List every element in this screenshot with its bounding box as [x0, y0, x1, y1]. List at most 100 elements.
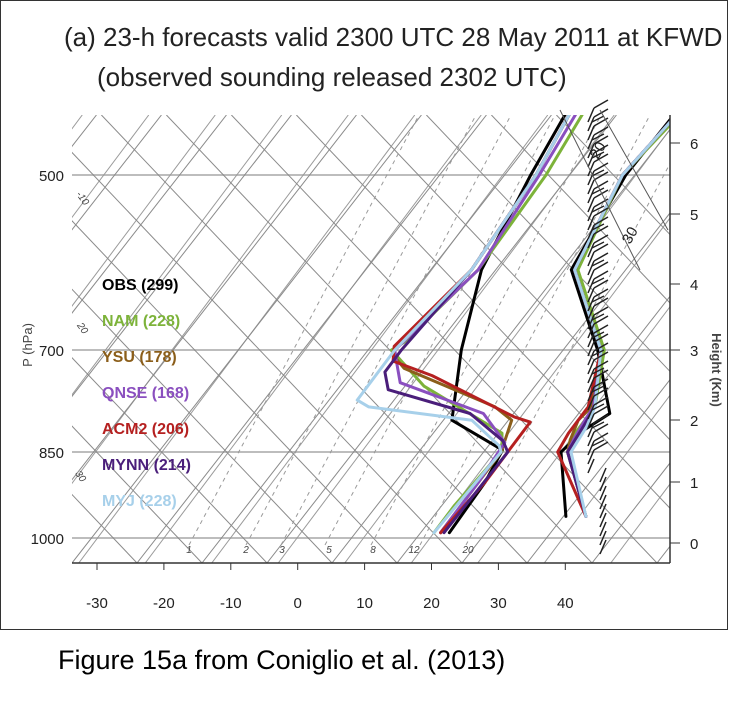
wind-barb-flag — [591, 349, 605, 357]
wind-barb-shaft — [599, 503, 607, 519]
wind-barb — [599, 503, 607, 519]
mixing-ratio-line — [280, 115, 512, 546]
dry-adiabat-label: 30 — [72, 469, 88, 485]
wind-barb-shaft — [587, 143, 595, 159]
wind-barb-flag — [593, 108, 609, 118]
wind-scale-label: 20 — [587, 139, 610, 162]
series-myj-temperature-line — [355, 115, 571, 535]
wind-barb-shaft — [587, 197, 595, 213]
wind-barb — [587, 432, 609, 456]
wind-barb — [587, 135, 609, 159]
wind-barb — [587, 189, 609, 213]
wind-barb — [587, 243, 609, 267]
height-tick-label: 1 — [690, 475, 698, 492]
wind-barb-shaft — [599, 530, 607, 546]
wind-barb-shaft — [599, 539, 607, 555]
wind-barb-shaft — [587, 422, 595, 438]
wind-barb-flag — [591, 439, 605, 447]
isotherm-line — [72, 115, 283, 396]
isotherm-line — [72, 115, 150, 219]
pressure-tick-label: 850 — [39, 445, 64, 462]
wind-barb-shaft — [587, 224, 595, 240]
wind-barb — [599, 485, 607, 501]
wind-barb-shaft — [587, 296, 595, 312]
wind-barb-flag — [593, 279, 609, 289]
wind-barb-flag — [593, 153, 609, 163]
moist-adiabat-line — [72, 115, 162, 231]
wind-barb-flag — [593, 189, 609, 199]
wind-barb — [587, 153, 609, 177]
wind-barb — [599, 521, 607, 537]
wind-barb-shaft — [587, 269, 595, 285]
wind-barb-flag — [591, 115, 605, 123]
dry-adiabat-label: -10 — [73, 189, 91, 208]
mixing-ratio-line — [465, 162, 670, 546]
wind-scale-line — [559, 109, 641, 271]
wind-barb-shaft — [587, 359, 595, 375]
pressure-tick-label: 500 — [39, 168, 64, 185]
wind-barb-flag — [593, 342, 609, 352]
wind-barb-shaft — [587, 449, 595, 465]
wind-barb — [599, 530, 607, 546]
legend-series-count: (228) — [139, 493, 176, 510]
wind-barb-flag — [593, 207, 609, 217]
legend-entry-myj: MYJ (228) — [102, 493, 177, 510]
wind-barb — [599, 512, 607, 528]
wind-barb — [587, 252, 609, 276]
wind-barb-flag — [593, 180, 609, 190]
legend-series-count: (214) — [154, 457, 191, 474]
moist-adiabat-line — [266, 115, 617, 563]
wind-barb-flag — [593, 441, 609, 451]
wind-barb-shaft — [587, 386, 595, 402]
wind-barb-shaft — [587, 332, 595, 348]
dry-adiabat-line — [72, 288, 333, 563]
series-mynn-temperature-line — [383, 115, 571, 535]
legend-series-count: (299) — [141, 277, 178, 294]
x-tick-label: -30 — [86, 595, 108, 612]
wind-barb-shaft — [587, 287, 595, 303]
dry-adiabat-line — [72, 425, 203, 563]
wind-barb — [599, 476, 607, 492]
wind-barb-flag — [591, 187, 605, 195]
wind-barb — [599, 494, 607, 510]
dry-adiabat-line — [426, 115, 670, 373]
legend: OBS (299) NAM (228) YSU (178) QNSE (168) ACM… — [102, 277, 191, 510]
legend-series-count: (168) — [152, 385, 189, 402]
mixing-ratio-label: 3 — [279, 545, 285, 556]
wind-barb-shaft — [587, 458, 595, 474]
wind-barb — [587, 126, 609, 150]
wind-barb-shaft — [587, 368, 595, 384]
legend-series-name: NAM — [102, 313, 143, 330]
moist-adiabat-line — [72, 115, 292, 398]
wind-barb-shaft — [599, 476, 607, 492]
wind-barb — [587, 288, 609, 312]
wind-barb-flag — [591, 169, 605, 177]
moist-adiabat-line — [72, 115, 357, 481]
wind-barb-flag — [593, 225, 609, 235]
wind-barb — [587, 270, 609, 294]
wind-barb-shaft — [587, 314, 595, 330]
legend-series-name: ACM2 — [102, 421, 152, 438]
wind-barb-flag — [593, 144, 609, 154]
wind-barb-flag — [593, 171, 609, 181]
height-tick-label: 3 — [690, 343, 698, 360]
wind-barb-flag — [593, 423, 609, 433]
legend-series-name: MYJ — [102, 493, 139, 510]
legend-entry-qnse: QNSE (168) — [102, 385, 189, 402]
wind-barb-shaft — [587, 206, 595, 222]
wind-barb-shaft — [587, 341, 595, 357]
height-tick-label: 2 — [690, 413, 698, 430]
wind-barb — [587, 144, 609, 168]
wind-barb-flag — [591, 403, 605, 411]
wind-barb-shaft — [587, 413, 595, 429]
isotherm-line — [144, 115, 482, 563]
pressure-tick-label: 700 — [39, 343, 64, 360]
y-axis-title: P (hPa) — [20, 323, 35, 367]
mixing-ratio-label: 5 — [326, 545, 332, 556]
wind-barb-shaft — [587, 179, 595, 195]
x-tick-label: 10 — [356, 595, 373, 612]
mixing-ratio-label: 1 — [186, 545, 192, 556]
mixing-ratio-label: 12 — [408, 545, 420, 556]
wind-barb-shaft — [587, 215, 595, 231]
